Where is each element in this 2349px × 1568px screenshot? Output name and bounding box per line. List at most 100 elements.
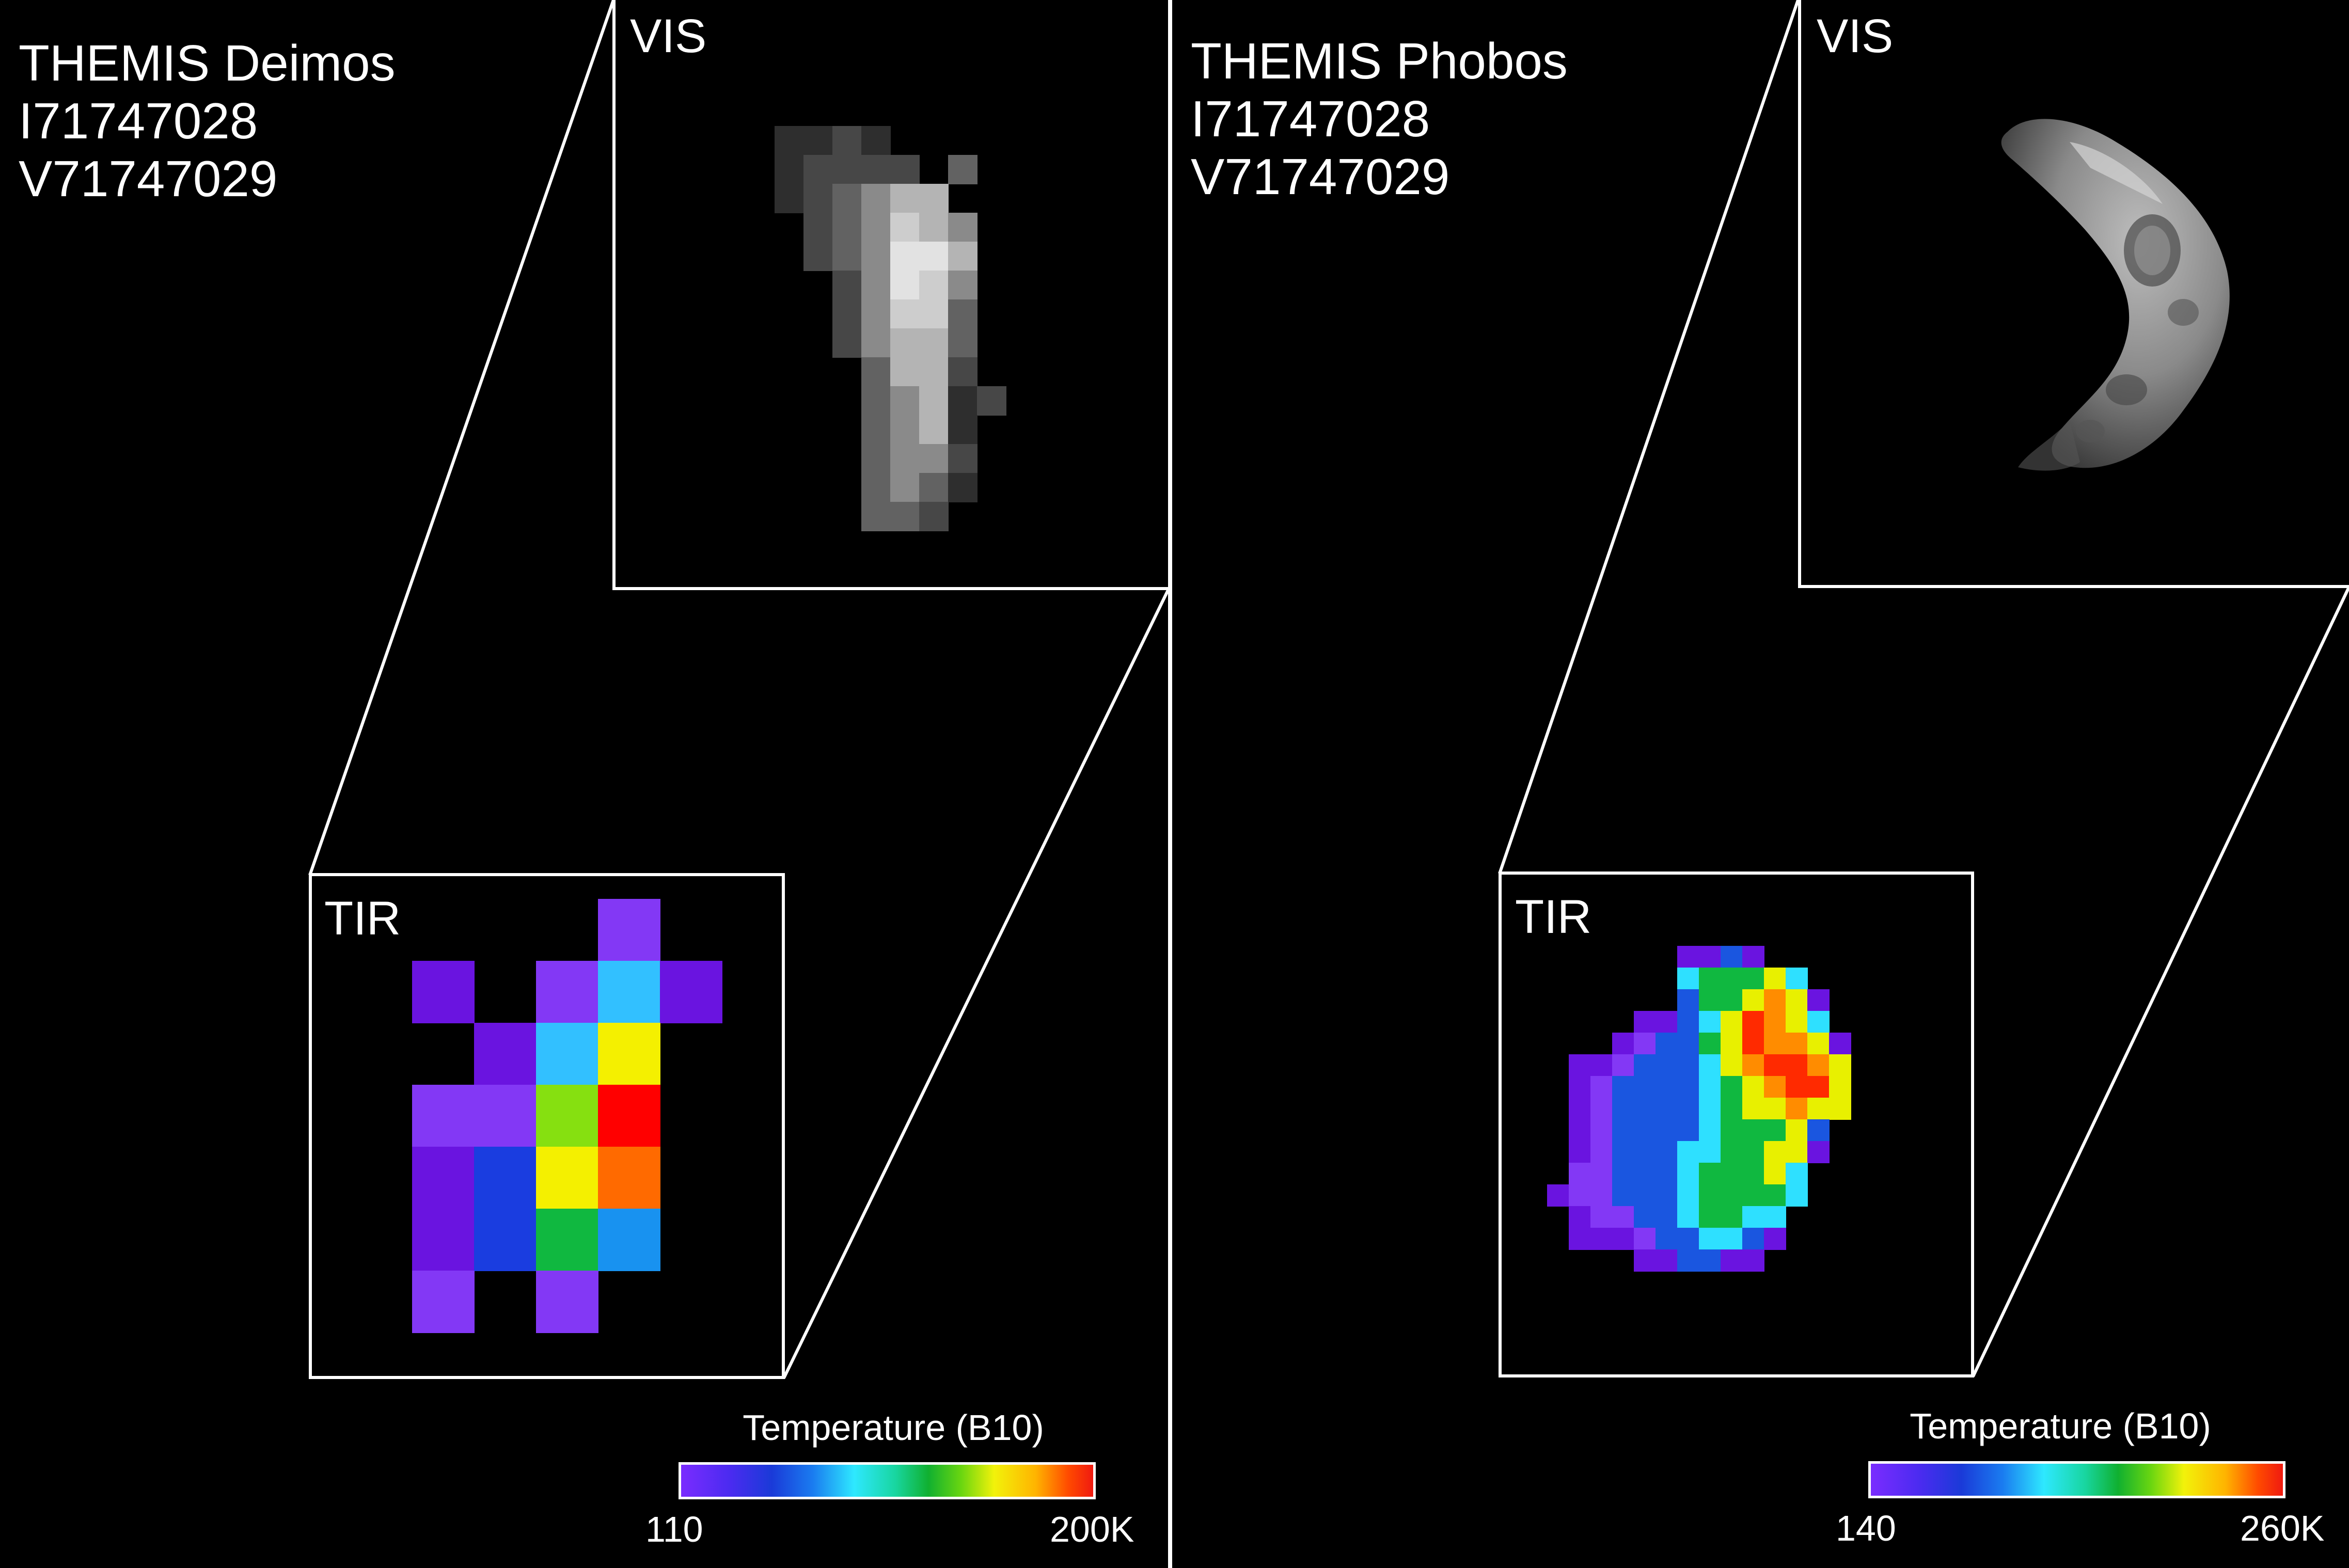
image-pixel bbox=[948, 415, 978, 445]
image-pixel bbox=[1677, 1054, 1699, 1076]
image-pixel bbox=[1764, 1033, 1786, 1055]
image-pixel bbox=[1742, 1098, 1764, 1120]
image-pixel bbox=[1656, 1249, 1678, 1272]
image-pixel bbox=[1699, 1011, 1721, 1033]
image-pixel bbox=[1786, 1141, 1808, 1163]
image-pixel bbox=[861, 126, 891, 155]
image-pixel bbox=[412, 1271, 475, 1333]
image-pixel bbox=[1699, 1228, 1721, 1250]
image-pixel bbox=[1786, 1076, 1808, 1098]
image-pixel bbox=[1742, 946, 1764, 968]
deimos-panel: THEMIS Deimos I71747028 V71747029 VIS TI… bbox=[0, 0, 1171, 1568]
image-pixel bbox=[1569, 1163, 1591, 1185]
image-pixel bbox=[1699, 1141, 1721, 1163]
image-pixel bbox=[1612, 1228, 1634, 1250]
image-pixel bbox=[1677, 1206, 1699, 1228]
image-pixel bbox=[832, 299, 862, 329]
image-pixel bbox=[1807, 989, 1830, 1011]
colorbar-max-label: 200K bbox=[1050, 1509, 1134, 1549]
image-pixel bbox=[803, 126, 833, 155]
image-pixel bbox=[1764, 1141, 1786, 1163]
image-pixel bbox=[1569, 1228, 1591, 1250]
image-pixel bbox=[1699, 946, 1721, 968]
image-pixel bbox=[1634, 1011, 1656, 1033]
image-pixel bbox=[1590, 1228, 1613, 1250]
vis-label: VIS bbox=[630, 10, 707, 62]
image-pixel bbox=[1590, 1098, 1613, 1120]
image-pixel bbox=[861, 242, 891, 271]
image-pixel bbox=[803, 242, 833, 271]
image-pixel bbox=[861, 271, 891, 300]
image-pixel bbox=[1569, 1184, 1591, 1207]
image-pixel bbox=[1721, 1206, 1743, 1228]
image-pixel bbox=[1634, 1119, 1656, 1142]
image-pixel bbox=[832, 271, 862, 300]
image-pixel bbox=[1786, 1184, 1808, 1207]
image-pixel bbox=[1656, 1119, 1678, 1142]
image-pixel bbox=[1721, 1011, 1743, 1033]
colorbar-min-label: 110 bbox=[645, 1509, 703, 1549]
image-pixel bbox=[861, 213, 891, 242]
image-pixel bbox=[1721, 1119, 1743, 1142]
image-pixel bbox=[861, 184, 891, 213]
image-pixel bbox=[919, 502, 949, 531]
image-pixel bbox=[1569, 1141, 1591, 1163]
image-pixel bbox=[1656, 1141, 1678, 1163]
image-pixel bbox=[861, 357, 891, 387]
image-pixel bbox=[1677, 1076, 1699, 1098]
image-pixel bbox=[919, 184, 949, 213]
image-pixel bbox=[1742, 1141, 1764, 1163]
image-pixel bbox=[1677, 1011, 1699, 1033]
image-pixel bbox=[1590, 1054, 1613, 1076]
image-pixel bbox=[1569, 1076, 1591, 1098]
image-pixel bbox=[1677, 1228, 1699, 1250]
image-pixel bbox=[919, 444, 949, 473]
image-pixel bbox=[1786, 968, 1808, 990]
image-pixel bbox=[919, 415, 949, 445]
image-pixel bbox=[536, 1085, 598, 1147]
image-pixel bbox=[1656, 1228, 1678, 1250]
image-pixel bbox=[1569, 1054, 1591, 1076]
image-pixel bbox=[1677, 1163, 1699, 1185]
image-pixel bbox=[1764, 1098, 1786, 1120]
image-pixel bbox=[1677, 1119, 1699, 1142]
image-pixel bbox=[1721, 1141, 1743, 1163]
image-pixel bbox=[1721, 1033, 1743, 1055]
tir-label: TIR bbox=[1515, 891, 1592, 943]
image-pixel bbox=[1590, 1076, 1613, 1098]
image-pixel bbox=[598, 899, 660, 961]
image-pixel bbox=[775, 155, 804, 184]
image-pixel bbox=[803, 155, 833, 184]
image-pixel bbox=[1634, 1054, 1656, 1076]
image-pixel bbox=[1742, 1206, 1764, 1228]
image-pixel bbox=[861, 386, 891, 416]
temperature-colorbar bbox=[1868, 1461, 2285, 1498]
image-pixel bbox=[1829, 1054, 1851, 1076]
image-pixel bbox=[1764, 1228, 1786, 1250]
image-pixel bbox=[1721, 1163, 1743, 1185]
colorbar-min-label: 140 bbox=[1836, 1508, 1896, 1548]
image-pixel bbox=[1677, 1249, 1699, 1272]
image-pixel bbox=[412, 1147, 475, 1209]
image-pixel bbox=[1612, 1119, 1634, 1142]
image-pixel bbox=[1764, 1163, 1786, 1185]
image-pixel bbox=[1807, 1054, 1830, 1076]
image-pixel bbox=[977, 386, 1006, 416]
image-pixel bbox=[890, 502, 920, 531]
image-pixel bbox=[1612, 1206, 1634, 1228]
image-pixel bbox=[832, 213, 862, 242]
image-pixel bbox=[1677, 968, 1699, 990]
image-pixel bbox=[803, 213, 833, 242]
image-pixel bbox=[1634, 1141, 1656, 1163]
image-pixel bbox=[1656, 1054, 1678, 1076]
image-pixel bbox=[598, 1085, 660, 1147]
image-pixel bbox=[1786, 1163, 1808, 1185]
temperature-colorbar bbox=[679, 1462, 1096, 1499]
title-line-1: THEMIS Phobos bbox=[1191, 33, 1568, 89]
title-line-2: I71747028 bbox=[19, 92, 258, 149]
title-line-3: V71747029 bbox=[19, 150, 278, 207]
title-line-2: I71747028 bbox=[1191, 90, 1430, 147]
image-pixel bbox=[861, 155, 891, 184]
image-pixel bbox=[1721, 989, 1743, 1011]
image-pixel bbox=[1656, 1206, 1678, 1228]
